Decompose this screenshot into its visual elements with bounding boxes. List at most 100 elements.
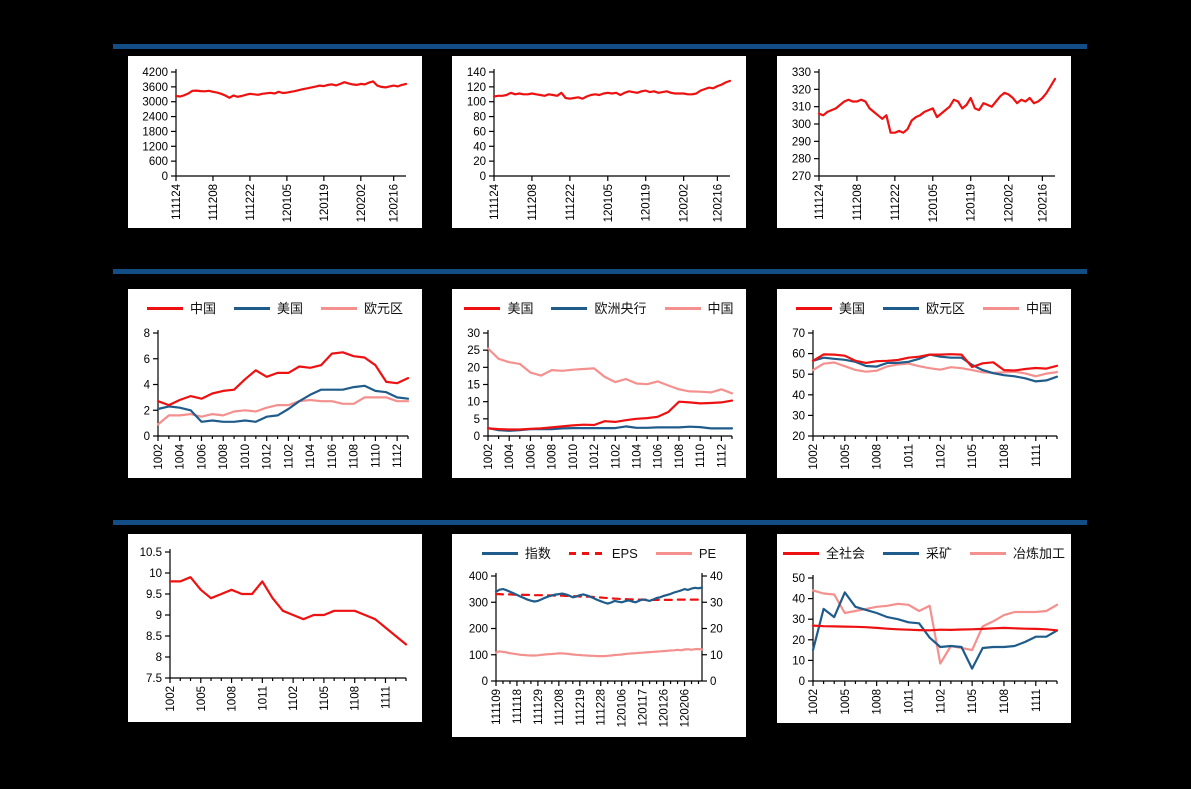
x-tick-label: 120216 xyxy=(389,184,401,222)
y-tick-label: 20 xyxy=(473,156,486,168)
y-tick-label: 20 xyxy=(467,362,480,374)
x-tick-label: 111228 xyxy=(596,689,608,726)
x-tick-label: 120117 xyxy=(638,689,650,727)
axes xyxy=(489,69,730,181)
y-tick-label: 40 xyxy=(792,594,805,606)
x-tick-label: 1102 xyxy=(935,444,947,469)
chart-canvas: 7.5 8 8.5 9 9.5 10 10.5 1002 1005 1008 1011 1102 110… xyxy=(140,547,408,712)
y-tick-label: 1200 xyxy=(142,141,168,153)
x-tick-label: 1112 xyxy=(392,444,404,468)
legend-line-swatch xyxy=(782,551,819,555)
chart-canvas: 0 5 10 15 20 25 30 1002 1004 1006 1008 1010 1012 1102… xyxy=(467,328,734,470)
x-tick-label: 111109 xyxy=(491,689,503,725)
y-tick-label: 10.5 xyxy=(140,547,162,559)
x-tick-label: 1011 xyxy=(903,444,915,469)
x-tick-label: 1106 xyxy=(327,444,339,469)
x-tick-label: 111208 xyxy=(852,184,864,221)
x-tick-label: 1102 xyxy=(283,444,295,469)
y-tick-label: 1800 xyxy=(142,126,168,138)
y2-tick-label: 20 xyxy=(710,624,723,636)
legend-label: 采矿 xyxy=(925,545,952,561)
axes xyxy=(153,330,409,441)
x-tick-label: 120105 xyxy=(603,184,615,222)
y-tick-label: 300 xyxy=(469,597,488,609)
chart-legend: 美国 欧洲央行 中国 xyxy=(452,289,746,321)
axes xyxy=(483,330,733,441)
y-tick-label: 40 xyxy=(473,141,486,153)
x-tick-label: 1111 xyxy=(380,686,392,709)
x-tick-label: 1108 xyxy=(674,444,686,469)
y-tick-label: 0 xyxy=(799,676,805,688)
y-tick-label: 2400 xyxy=(142,112,168,124)
x-tick-label: 120119 xyxy=(966,184,978,222)
legend-item: 冶炼加工 xyxy=(970,547,1065,560)
axes xyxy=(165,549,407,683)
x-tick-label: 1008 xyxy=(227,686,239,712)
x-tick-label: 1005 xyxy=(840,444,852,470)
series-line-中国 xyxy=(811,361,1059,378)
legend-line-swatch xyxy=(795,306,832,310)
y-tick-label: 100 xyxy=(469,650,488,662)
legend-label: 中国 xyxy=(707,300,734,316)
legend-label: 指数 xyxy=(524,545,551,561)
section-divider-bar xyxy=(113,44,1087,49)
chart-legend: 中国 美国 欧元区 xyxy=(128,289,422,321)
y-tick-label: 4 xyxy=(144,380,151,392)
chart-panel-index-eps-pe: 指数 EPS PE 0 100 200 300 400 0 10 20 30 40 111109 11111… xyxy=(452,534,746,737)
chart-canvas: 270 280 290 300 310 320 330 111124 111208 111222 1… xyxy=(792,67,1057,222)
axes xyxy=(171,69,406,181)
y-tick-label: 30 xyxy=(792,614,805,626)
y-tick-label: 30 xyxy=(792,410,805,422)
chart-legend: 指数 EPS PE xyxy=(452,534,746,566)
x-tick-label: 1108 xyxy=(349,444,361,469)
x-tick-label: 1102 xyxy=(610,444,622,469)
legend-line-swatch xyxy=(568,551,605,555)
y-tick-label: 60 xyxy=(792,349,805,361)
y-tick-label: 30 xyxy=(467,328,480,340)
legend-item: 中国 xyxy=(664,300,734,316)
y-tick-label: 8 xyxy=(144,328,150,340)
x-tick-label: 1110 xyxy=(370,444,382,468)
x-tick-label: 1105 xyxy=(967,689,979,714)
x-tick-label: 120105 xyxy=(928,184,940,222)
series-line-全社会 xyxy=(811,624,1059,632)
legend-item: 指数 xyxy=(481,545,551,561)
series-line-EPS xyxy=(494,593,704,602)
y-tick-label: 2 xyxy=(144,405,150,417)
x-tick-label: 1010 xyxy=(240,444,252,470)
x-tick-label: 1006 xyxy=(196,444,208,470)
x-tick-label: 120216 xyxy=(1037,184,1049,222)
x-tick-label: 111222 xyxy=(245,184,257,221)
x-tick-label: 1008 xyxy=(872,689,884,715)
y-tick-label: 80 xyxy=(473,112,486,124)
y-tick-label: 4200 xyxy=(142,67,168,79)
y-tick-label: 7.5 xyxy=(146,673,162,685)
y-tick-label: 60 xyxy=(473,126,486,138)
chart-legend: 美国 欧元区 中国 xyxy=(777,289,1071,321)
chart-panel-growth: 7.5 8 8.5 9 9.5 10 10.5 1002 1005 1008 1011 1102 110… xyxy=(128,534,422,722)
x-tick-label: 1108 xyxy=(999,444,1011,469)
y-tick-label: 0 xyxy=(482,676,488,688)
legend-item: PE xyxy=(655,547,716,560)
legend-item: 美国 xyxy=(464,302,533,315)
x-tick-label: 1004 xyxy=(175,443,187,469)
axes xyxy=(814,69,1055,181)
legend-item: 全社会 xyxy=(782,547,865,560)
chart-canvas: 20 30 40 50 60 70 1002 1005 1008 1011 1102 1105 1108… xyxy=(792,328,1059,470)
x-tick-label: 1110 xyxy=(695,444,707,468)
chart-panel-pmi: 美国 欧元区 中国 20 30 40 50 60 70 1002 1005 1008 1011 1102 1… xyxy=(777,289,1071,478)
y-tick-label: 8.5 xyxy=(146,631,162,643)
x-tick-label: 1102 xyxy=(288,686,300,711)
chart-canvas: 0 600 1200 1800 2400 3000 3600 4200 111124 111208… xyxy=(142,67,408,222)
x-tick-label: 111208 xyxy=(527,184,539,221)
x-tick-label: 111208 xyxy=(554,689,566,726)
y2-tick-label: 0 xyxy=(710,676,716,688)
y-tick-label: 70 xyxy=(792,328,805,340)
y-tick-label: 3600 xyxy=(142,82,168,94)
legend-item: 欧元区 xyxy=(882,302,965,315)
chart-panel-investment: 全社会 采矿 冶炼加工 0 10 20 30 40 50 1002 1005 1008 1011 1102… xyxy=(777,534,1071,723)
chart-panel-cpi: 中国 美国 欧元区 0 2 4 6 8 1002 1004 1006 1008 1010 1012 1102… xyxy=(128,289,422,478)
x-tick-label: 1106 xyxy=(653,444,665,469)
x-tick-label: 1105 xyxy=(319,686,331,711)
x-tick-label: 120202 xyxy=(679,184,691,222)
